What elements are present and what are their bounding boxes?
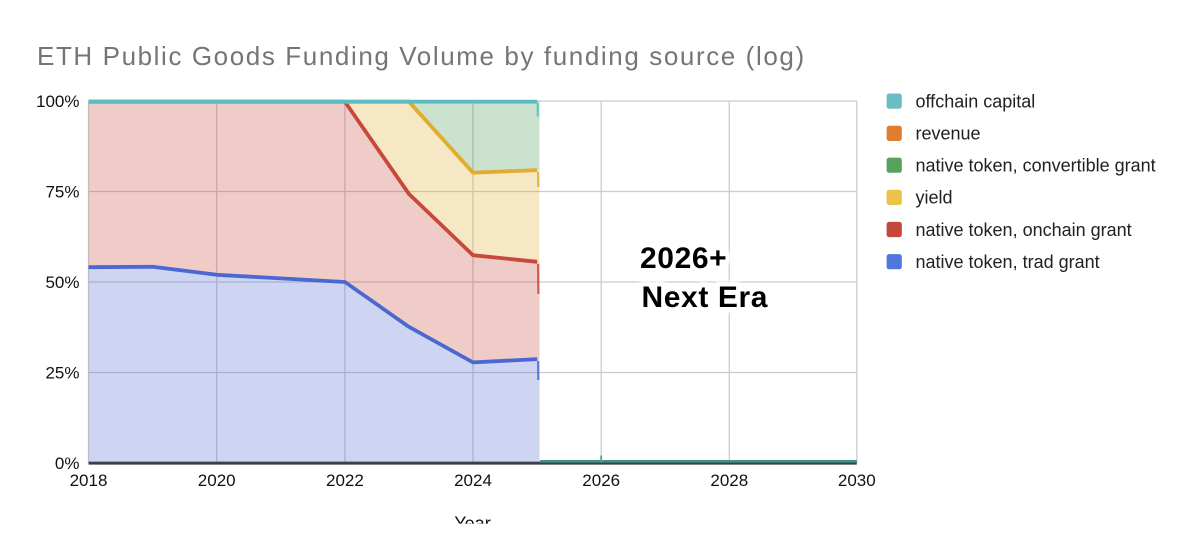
svg-text:ETH Public Goods Funding Volum: ETH Public Goods Funding Volume by fundi… xyxy=(37,41,806,71)
svg-text:2026+: 2026+ xyxy=(640,242,727,275)
svg-text:yield: yield xyxy=(916,188,953,208)
svg-text:offchain capital: offchain capital xyxy=(916,91,1036,111)
svg-text:0%: 0% xyxy=(55,454,80,473)
svg-text:native token, convertible gran: native token, convertible grant xyxy=(916,156,1156,176)
svg-text:2030: 2030 xyxy=(838,471,876,490)
svg-text:2028: 2028 xyxy=(710,471,748,490)
svg-text:2024: 2024 xyxy=(454,471,492,490)
svg-text:25%: 25% xyxy=(45,364,79,383)
svg-text:2020: 2020 xyxy=(198,471,236,490)
svg-text:75%: 75% xyxy=(45,183,79,202)
svg-text:native token, trad grant: native token, trad grant xyxy=(916,252,1100,272)
svg-text:native token, onchain grant: native token, onchain grant xyxy=(916,220,1132,240)
svg-text:2026: 2026 xyxy=(582,471,620,490)
svg-text:2018: 2018 xyxy=(70,471,108,490)
svg-text:50%: 50% xyxy=(45,273,79,292)
svg-text:Next Era: Next Era xyxy=(642,281,769,314)
svg-text:revenue: revenue xyxy=(916,124,981,144)
svg-text:2026+: 2026+ xyxy=(640,242,727,275)
svg-text:100%: 100% xyxy=(36,92,79,111)
svg-text:Next Era: Next Era xyxy=(642,281,769,314)
svg-text:2022: 2022 xyxy=(326,471,364,490)
